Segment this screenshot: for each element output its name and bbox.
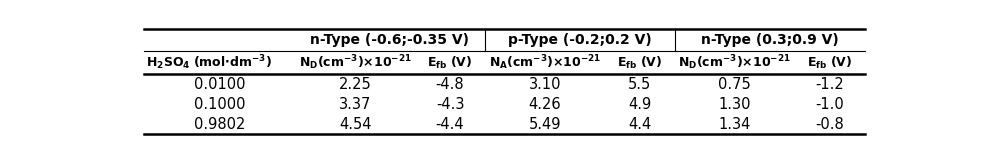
Text: p-Type (-0.2;0.2 V): p-Type (-0.2;0.2 V) — [508, 33, 651, 47]
Text: -4.8: -4.8 — [436, 77, 464, 92]
Text: $\mathbf{H_2SO_4}$ $\mathbf{(mol{\cdot}dm^{-3})}$: $\mathbf{H_2SO_4}$ $\mathbf{(mol{\cdot}d… — [147, 53, 273, 72]
Text: 4.9: 4.9 — [629, 97, 651, 112]
Text: 4.4: 4.4 — [629, 117, 651, 132]
Text: $\mathbf{E_{fb}\ (V)}$: $\mathbf{E_{fb}\ (V)}$ — [807, 54, 852, 71]
Text: -4.3: -4.3 — [436, 97, 464, 112]
Text: 5.5: 5.5 — [629, 77, 651, 92]
Text: -4.4: -4.4 — [436, 117, 464, 132]
Text: n-Type (-0.6;-0.35 V): n-Type (-0.6;-0.35 V) — [311, 33, 469, 47]
Text: 1.34: 1.34 — [718, 117, 751, 132]
Text: 4.26: 4.26 — [528, 97, 561, 112]
Text: 1.30: 1.30 — [718, 97, 751, 112]
Text: 3.37: 3.37 — [338, 97, 371, 112]
Text: n-Type (0.3;0.9 V): n-Type (0.3;0.9 V) — [701, 33, 838, 47]
Text: 0.9802: 0.9802 — [194, 117, 245, 132]
Text: 3.10: 3.10 — [528, 77, 561, 92]
Text: 5.49: 5.49 — [528, 117, 561, 132]
Text: $\mathbf{N_D(cm^{-3}){\times}10^{-21}}$: $\mathbf{N_D(cm^{-3}){\times}10^{-21}}$ — [678, 53, 791, 72]
Text: -0.8: -0.8 — [816, 117, 844, 132]
Text: $\mathbf{E_{fb}\ (V)}$: $\mathbf{E_{fb}\ (V)}$ — [617, 54, 662, 71]
Text: $\mathbf{N_A(cm^{-3}){\times}10^{-21}}$: $\mathbf{N_A(cm^{-3}){\times}10^{-21}}$ — [489, 53, 601, 72]
Text: 2.25: 2.25 — [338, 77, 372, 92]
Text: -1.2: -1.2 — [816, 77, 844, 92]
Text: 0.1000: 0.1000 — [194, 97, 245, 112]
Text: -1.0: -1.0 — [816, 97, 844, 112]
Text: 0.75: 0.75 — [718, 77, 751, 92]
Text: $\mathbf{N_D(cm^{-3}){\times}10^{-21}}$: $\mathbf{N_D(cm^{-3}){\times}10^{-21}}$ — [299, 53, 411, 72]
Text: $\mathbf{E_{fb}\ (V)}$: $\mathbf{E_{fb}\ (V)}$ — [427, 54, 472, 71]
Text: 0.0100: 0.0100 — [194, 77, 245, 92]
Text: 4.54: 4.54 — [338, 117, 371, 132]
